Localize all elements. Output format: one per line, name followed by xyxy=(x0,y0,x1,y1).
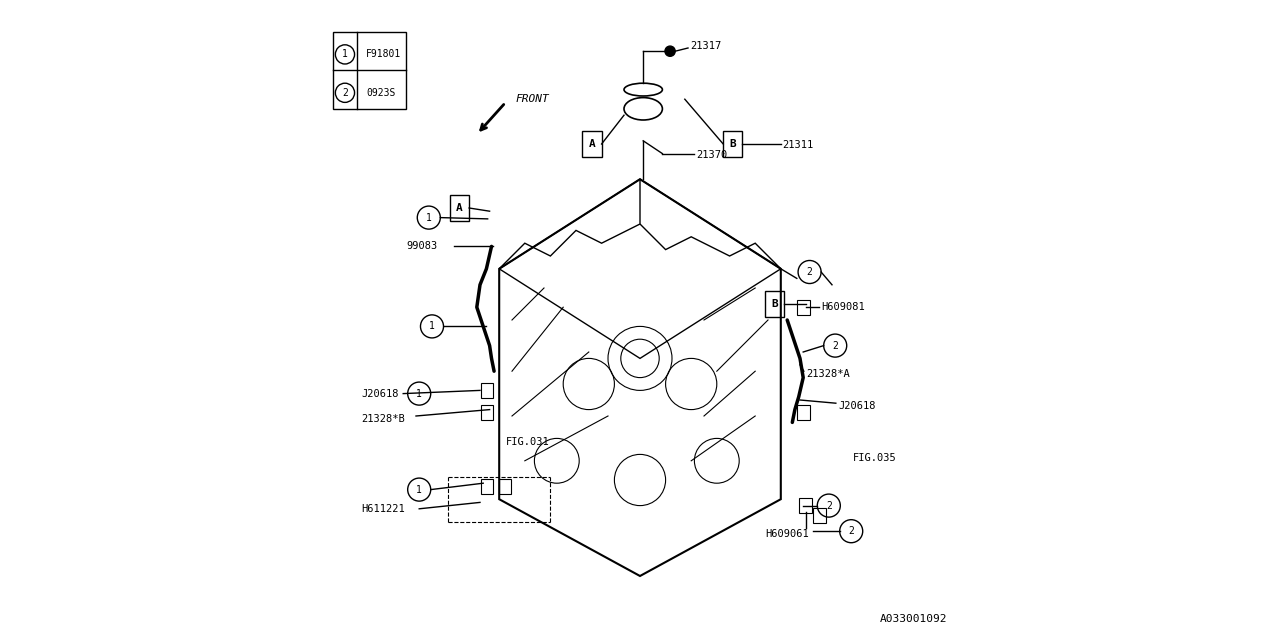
Text: FIG.031: FIG.031 xyxy=(506,436,549,447)
Text: J20618: J20618 xyxy=(838,401,876,412)
Text: 21328*A: 21328*A xyxy=(806,369,850,380)
Text: 2: 2 xyxy=(826,500,832,511)
Text: H609061: H609061 xyxy=(765,529,809,540)
Text: 1: 1 xyxy=(416,484,422,495)
Text: J20618: J20618 xyxy=(362,388,399,399)
Text: 1: 1 xyxy=(426,212,431,223)
Text: B: B xyxy=(771,299,778,309)
Text: 21370: 21370 xyxy=(696,150,727,160)
Text: A033001092: A033001092 xyxy=(879,614,947,624)
Text: 21328*B: 21328*B xyxy=(362,414,406,424)
Text: 21311: 21311 xyxy=(783,140,814,150)
Text: FRONT: FRONT xyxy=(516,94,549,104)
Text: F91801: F91801 xyxy=(366,49,402,60)
Text: 2: 2 xyxy=(806,267,813,277)
Text: 1: 1 xyxy=(429,321,435,332)
Text: 2: 2 xyxy=(849,526,854,536)
Text: 1: 1 xyxy=(416,388,422,399)
Text: FIG.035: FIG.035 xyxy=(852,452,896,463)
Text: A: A xyxy=(456,203,463,213)
Text: H609081: H609081 xyxy=(822,302,865,312)
Circle shape xyxy=(666,46,676,56)
Text: 21317: 21317 xyxy=(690,41,721,51)
Bar xyxy=(333,32,407,109)
Text: B: B xyxy=(730,139,736,149)
Text: 99083: 99083 xyxy=(407,241,438,252)
Text: 2: 2 xyxy=(342,88,348,98)
Text: A: A xyxy=(589,139,595,149)
Text: 1: 1 xyxy=(342,49,348,60)
Text: 0923S: 0923S xyxy=(366,88,396,98)
Text: H611221: H611221 xyxy=(362,504,406,514)
Text: 2: 2 xyxy=(832,340,838,351)
